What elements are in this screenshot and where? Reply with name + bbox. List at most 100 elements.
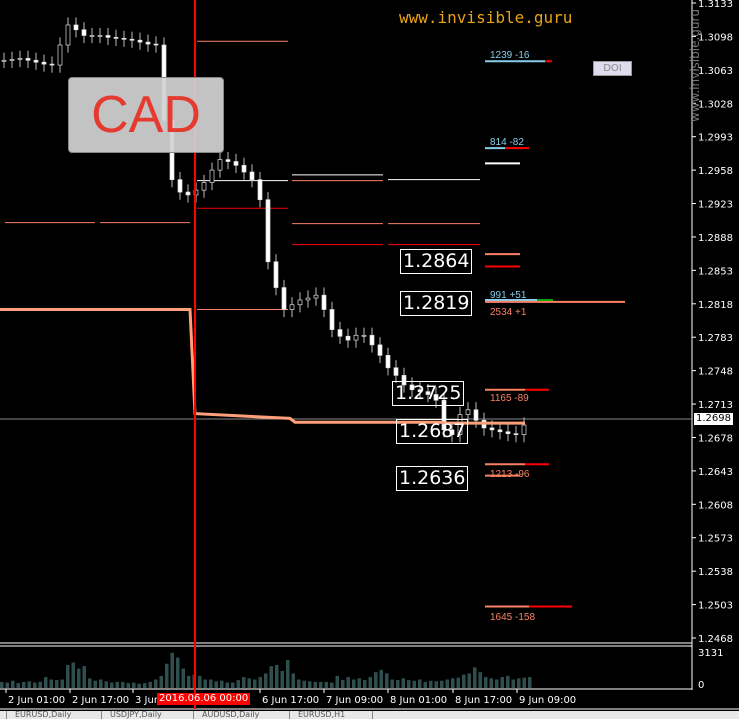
volume-bar: [247, 678, 251, 688]
volume-bar: [324, 681, 328, 688]
candle-body: [353, 334, 359, 341]
level-label: 1645 -158: [490, 612, 535, 623]
level-label: 1165 -89: [490, 393, 529, 404]
candle-body: [1, 59, 7, 62]
volume-bar: [16, 683, 20, 688]
volume-bar: [231, 682, 235, 688]
candle-body: [145, 41, 151, 45]
candle-body: [345, 335, 351, 341]
candle-body: [329, 309, 335, 330]
volume-bar: [506, 675, 510, 688]
y-tick-label: 1.2888: [698, 233, 733, 244]
candle-body: [393, 367, 399, 376]
volume-bar: [495, 679, 499, 688]
volume-bar: [286, 660, 290, 688]
volume-bar: [27, 681, 31, 688]
volume-bar: [396, 680, 400, 688]
volume-bar: [137, 683, 141, 688]
volume-bar: [198, 675, 202, 688]
volume-bar: [440, 680, 444, 688]
volume-bar: [5, 682, 9, 688]
volume-bar: [335, 675, 339, 688]
candle-body: [49, 63, 55, 66]
candle-body: [241, 164, 247, 173]
volume-bar: [423, 681, 427, 688]
candle-body: [521, 424, 527, 435]
volume-bar: [258, 677, 262, 688]
x-tick-label: 8 Jun 01:00: [390, 695, 447, 706]
y-tick-label: 1.2573: [698, 534, 733, 545]
candle-body: [449, 429, 455, 435]
tab[interactable]: AUDUSD,Daily: [193, 711, 289, 719]
volume-bar: [264, 673, 268, 688]
volume-bar: [352, 679, 356, 688]
candle-body: [273, 261, 279, 288]
tab[interactable]: EURUSD,H1: [289, 711, 373, 719]
x-tick-label: 9 Jun 09:00: [519, 695, 576, 706]
volume-bar: [99, 679, 103, 688]
candle-body: [313, 294, 319, 299]
tab[interactable]: EURUSD,Daily: [6, 711, 101, 719]
x-tick-label: 2 Jun 01:00: [8, 695, 65, 706]
volume-bar: [269, 666, 273, 688]
volume-histogram: [0, 652, 532, 688]
volume-bar: [374, 672, 378, 688]
candle-body: [385, 355, 391, 369]
candle-body: [513, 433, 519, 436]
y-tick-label: 1.2818: [698, 300, 733, 311]
volume-bar: [445, 679, 449, 688]
volume-bar: [280, 671, 284, 688]
candle-body: [25, 58, 31, 61]
volume-bar: [357, 678, 361, 688]
y-tick-label: 1.2713: [698, 400, 733, 411]
price-box: 1.2864: [400, 249, 473, 274]
volume-bar: [104, 681, 108, 688]
candle-body: [201, 182, 207, 191]
doi-button[interactable]: DOI: [593, 61, 632, 76]
y-tick-label: 1.3063: [698, 66, 733, 77]
y-tick-label: 1.2748: [698, 367, 733, 378]
candle-body: [321, 294, 327, 310]
volume-bar: [291, 673, 295, 688]
volume-bar: [225, 682, 229, 688]
volume-bar: [60, 679, 64, 688]
volume-bar: [220, 680, 224, 688]
tab[interactable]: USDJPY,Daily: [101, 711, 193, 719]
candle-body: [105, 35, 111, 38]
candle-body: [305, 297, 311, 301]
volume-bar: [170, 652, 174, 688]
volume-bar: [297, 679, 301, 688]
candle-body: [57, 44, 63, 66]
volume-bar: [484, 677, 488, 688]
candle-body: [369, 334, 375, 346]
y-tick-label: 1.2468: [698, 634, 733, 645]
volume-bar: [22, 681, 26, 688]
volume-bar: [313, 681, 317, 688]
x-tick-label: 2 Jun 17:00: [72, 695, 129, 706]
candle-body: [297, 299, 303, 306]
volume-bar: [429, 680, 433, 688]
volume-bar: [11, 680, 15, 688]
y-tick-label: 1.2923: [698, 200, 733, 211]
volume-bar: [126, 683, 130, 688]
current-price-label: 1.2698: [694, 413, 733, 425]
volume-bar: [522, 677, 526, 688]
y-tick-label: 1.2958: [698, 166, 733, 177]
y-tick-label: 1.2853: [698, 266, 733, 277]
candle-body: [153, 43, 159, 46]
volume-bar: [110, 682, 114, 688]
volume-bar: [385, 673, 389, 688]
candle-body: [465, 409, 471, 415]
price-box: 1.2819: [400, 291, 473, 316]
volume-bar: [418, 679, 422, 688]
candle-body: [265, 199, 271, 263]
volume-bar: [319, 681, 323, 688]
volume-bar: [236, 680, 240, 688]
level-label: 991 +51: [490, 290, 527, 301]
volume-bar: [390, 679, 394, 688]
watermark-text: www.invisible.guru: [688, 8, 702, 122]
volume-bar: [379, 669, 383, 688]
volume-bar: [187, 675, 191, 688]
